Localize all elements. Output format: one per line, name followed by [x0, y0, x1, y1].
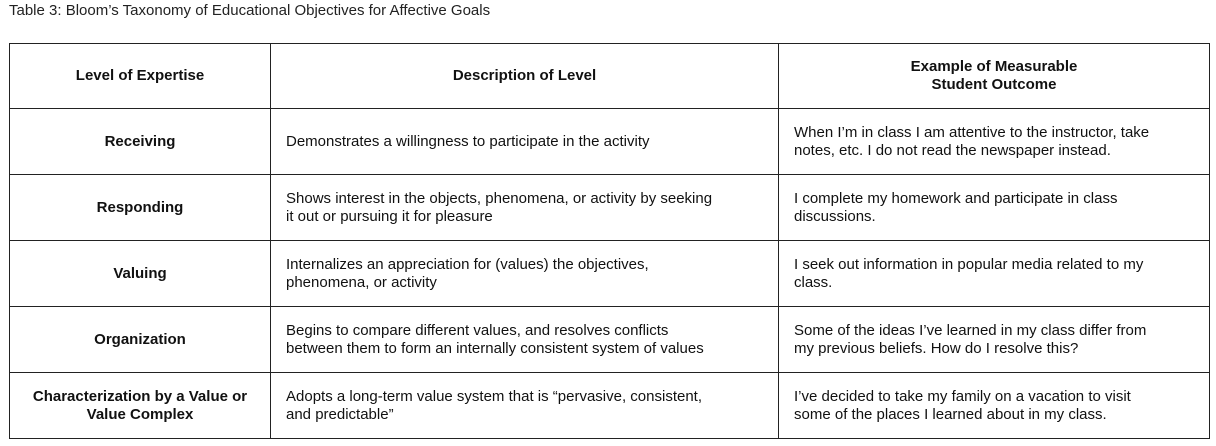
- level-cell: Receiving: [9, 108, 271, 175]
- description-cell: Begins to compare different values, and …: [270, 306, 779, 373]
- level-cell: Valuing: [9, 240, 271, 307]
- table-row: Characterization by a Value or Value Com…: [9, 372, 1210, 439]
- header-example-outcome: Example of Measurable Student Outcome: [778, 43, 1210, 109]
- level-cell: Characterization by a Value or Value Com…: [9, 372, 271, 439]
- description-cell: Shows interest in the objects, phenomena…: [270, 174, 779, 241]
- example-cell: I’ve decided to take my family on a vaca…: [778, 372, 1210, 439]
- level-cell: Organization: [9, 306, 271, 373]
- description-cell: Adopts a long-term value system that is …: [270, 372, 779, 439]
- header-description-of-level: Description of Level: [270, 43, 779, 109]
- example-cell: I seek out information in popular media …: [778, 240, 1210, 307]
- table-caption: Table 3: Bloom’s Taxonomy of Educational…: [9, 2, 491, 19]
- table-row: Organization Begins to compare different…: [9, 306, 1210, 373]
- description-cell: Demonstrates a willingness to participat…: [270, 108, 779, 175]
- description-cell: Internalizes an appreciation for (values…: [270, 240, 779, 307]
- level-cell: Responding: [9, 174, 271, 241]
- header-row: Level of Expertise Description of Level …: [9, 43, 1210, 109]
- table-body: Receiving Demonstrates a willingness to …: [9, 108, 1210, 439]
- example-cell: When I’m in class I am attentive to the …: [778, 108, 1210, 175]
- taxonomy-table: Level of Expertise Description of Level …: [9, 43, 1210, 439]
- example-cell: Some of the ideas I’ve learned in my cla…: [778, 306, 1210, 373]
- header-level-of-expertise: Level of Expertise: [9, 43, 271, 109]
- table-row: Receiving Demonstrates a willingness to …: [9, 108, 1210, 175]
- table-row: Valuing Internalizes an appreciation for…: [9, 240, 1210, 307]
- table-header: Level of Expertise Description of Level …: [9, 43, 1210, 109]
- table-row: Responding Shows interest in the objects…: [9, 174, 1210, 241]
- example-cell: I complete my homework and participate i…: [778, 174, 1210, 241]
